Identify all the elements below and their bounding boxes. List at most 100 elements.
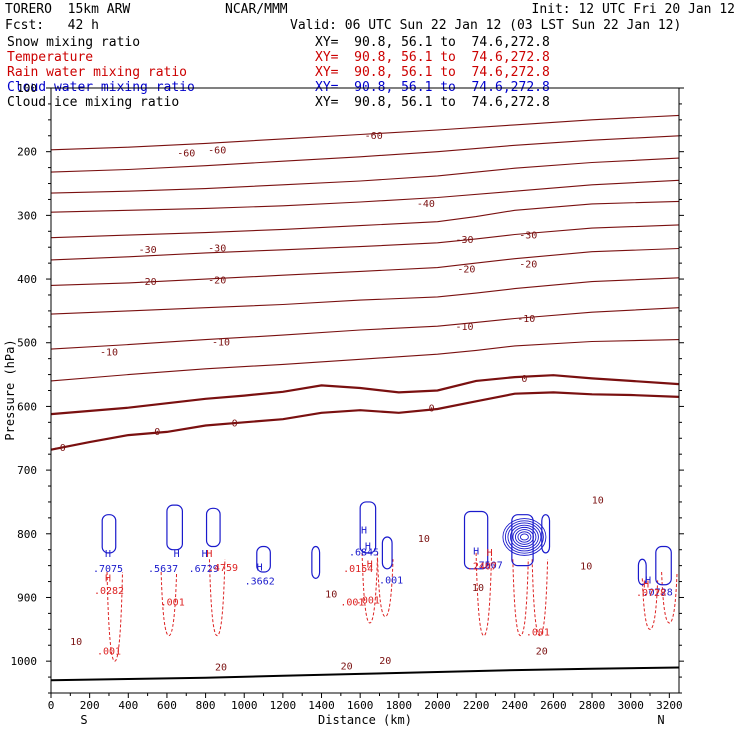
x-tick-label: 1800 xyxy=(386,699,413,712)
temperature-contour xyxy=(50,224,680,261)
field-xy-snow: XY= 90.8, 56.1 to 74.6,272.8 xyxy=(315,35,550,50)
temperature-contour-label: 10 xyxy=(70,637,82,648)
field-name-snow: Snow mixing ratio xyxy=(7,35,141,50)
x-tick-label: 200 xyxy=(80,699,100,712)
rain-contour-label: .001 xyxy=(161,598,185,609)
cloud-water-contour xyxy=(311,545,321,579)
rain-contour xyxy=(160,571,178,637)
x-tick-label: 2200 xyxy=(463,699,490,712)
rain-contour xyxy=(661,571,678,624)
rain-contour-label: .001 xyxy=(526,628,550,639)
forecast-hour: Fcst: 42 h xyxy=(5,18,99,33)
cloud-contour-label: .7507 xyxy=(473,561,503,572)
rain-contour-label: H xyxy=(367,559,373,570)
x-axis-label: Distance (km) xyxy=(318,713,412,727)
x-end-label-left: S xyxy=(80,713,87,727)
field-name-temperature: Temperature xyxy=(7,50,94,65)
rain-contour-label: .001 xyxy=(97,647,121,658)
temperature-contour-label: -60 xyxy=(208,145,226,156)
x-tick-label: 2000 xyxy=(424,699,451,712)
x-tick-label: 1200 xyxy=(270,699,297,712)
temperature-contour-label: -30 xyxy=(455,235,473,246)
x-tick-label: 800 xyxy=(196,699,216,712)
x-tick-label: 1000 xyxy=(231,699,258,712)
rain-contours xyxy=(106,552,678,662)
cloud-water-contour xyxy=(463,510,489,570)
rain-contour xyxy=(208,559,226,637)
rain-contour-label: H xyxy=(643,580,649,591)
cloud-contour-label: H xyxy=(365,542,371,553)
x-tick-label: 2400 xyxy=(502,699,529,712)
field-name-rain: Rain water mixing ratio xyxy=(7,65,188,80)
temperature-contour xyxy=(50,114,680,151)
rain-contour xyxy=(641,578,659,630)
y-tick-label: 200 xyxy=(17,146,37,159)
cloud-water-contours xyxy=(101,501,672,586)
temperature-contour xyxy=(50,391,680,451)
x-end-label-right: N xyxy=(657,713,664,727)
temperature-contour xyxy=(50,374,680,416)
cloud-water-contour xyxy=(507,522,542,552)
rain-contour-label: .001 xyxy=(340,598,364,609)
temperature-contour-label: 10 xyxy=(325,589,337,600)
cloud-contour-label: .6729 xyxy=(189,564,219,575)
rain-contour-label: .0282 xyxy=(94,586,124,597)
cloud-water-contour xyxy=(541,514,551,554)
y-tick-label: 700 xyxy=(17,464,37,477)
y-tick-label: 300 xyxy=(17,209,37,222)
x-tick-label: 3200 xyxy=(656,699,683,712)
temperature-contour-label: -20 xyxy=(208,275,226,286)
rain-contour xyxy=(531,559,549,637)
cloud-contour-label: H xyxy=(257,563,263,574)
temperature-contour-label: 20 xyxy=(215,663,227,674)
rain-contour-label: .0728 xyxy=(636,588,666,599)
temperature-contours xyxy=(50,114,680,451)
x-tick-label: 2600 xyxy=(540,699,567,712)
cloud-contour-label: .0728 xyxy=(643,587,673,598)
temperature-contour-label: -30 xyxy=(519,231,537,242)
temperature-contour xyxy=(50,277,680,315)
temperature-contour xyxy=(50,179,680,213)
x-tick-label: 1600 xyxy=(347,699,374,712)
rain-contour xyxy=(512,559,529,637)
temperature-contour-label: -60 xyxy=(365,131,383,142)
y-tick-label: 100 xyxy=(17,82,37,95)
cloud-water-contour xyxy=(256,545,271,573)
cloud-contour-label: .7075 xyxy=(93,564,123,575)
temperature-contour-label: 10 xyxy=(592,496,604,507)
cloud-water-contour xyxy=(655,545,672,586)
cloud-water-contour xyxy=(502,518,547,556)
temperature-contour-label: 10 xyxy=(472,583,484,594)
cloud-water-contour xyxy=(381,536,393,570)
temperature-contour-label: -10 xyxy=(100,347,118,358)
temperature-contour-label: -10 xyxy=(517,314,535,325)
cloud-water-contour xyxy=(511,514,534,567)
cloud-contour-label: .5637 xyxy=(148,564,178,575)
temperature-contour-label: -60 xyxy=(177,149,195,160)
rain-contour-label: .0154 xyxy=(343,564,373,575)
model-title: TORERO 15km ARW xyxy=(5,2,131,17)
cloud-water-contour xyxy=(517,531,532,543)
terrain-line xyxy=(50,666,680,682)
temperature-contour xyxy=(50,200,680,239)
temperature-contour-label: 0 xyxy=(521,374,527,385)
cloud-contour-label: .3662 xyxy=(245,577,275,588)
x-tick-label: 400 xyxy=(118,699,138,712)
temperature-contour-label: 20 xyxy=(536,647,548,658)
field-xy-cloud-ice: XY= 90.8, 56.1 to 74.6,272.8 xyxy=(315,95,550,110)
temperature-contour-label: -20 xyxy=(139,277,157,288)
temperature-contour xyxy=(50,135,680,173)
cloud-water-contour xyxy=(205,507,221,548)
y-tick-label: 600 xyxy=(17,400,37,413)
y-axis-label: Pressure (hPa) xyxy=(3,339,17,440)
temperature-contour-label: 0 xyxy=(154,427,160,438)
cloud-water-contour xyxy=(512,526,537,548)
field-xy-rain: XY= 90.8, 56.1 to 74.6,272.8 xyxy=(315,65,550,80)
temperature-contour-label: -0 xyxy=(54,443,66,454)
cloud-contour-label: .6845 xyxy=(349,547,379,558)
temperature-contour-label: -40 xyxy=(417,199,435,210)
valid-time: Valid: 06 UTC Sun 22 Jan 12 (03 LST Sun … xyxy=(290,18,682,33)
y-tick-label: 800 xyxy=(17,528,37,541)
temperature-contour-label: -10 xyxy=(455,322,473,333)
